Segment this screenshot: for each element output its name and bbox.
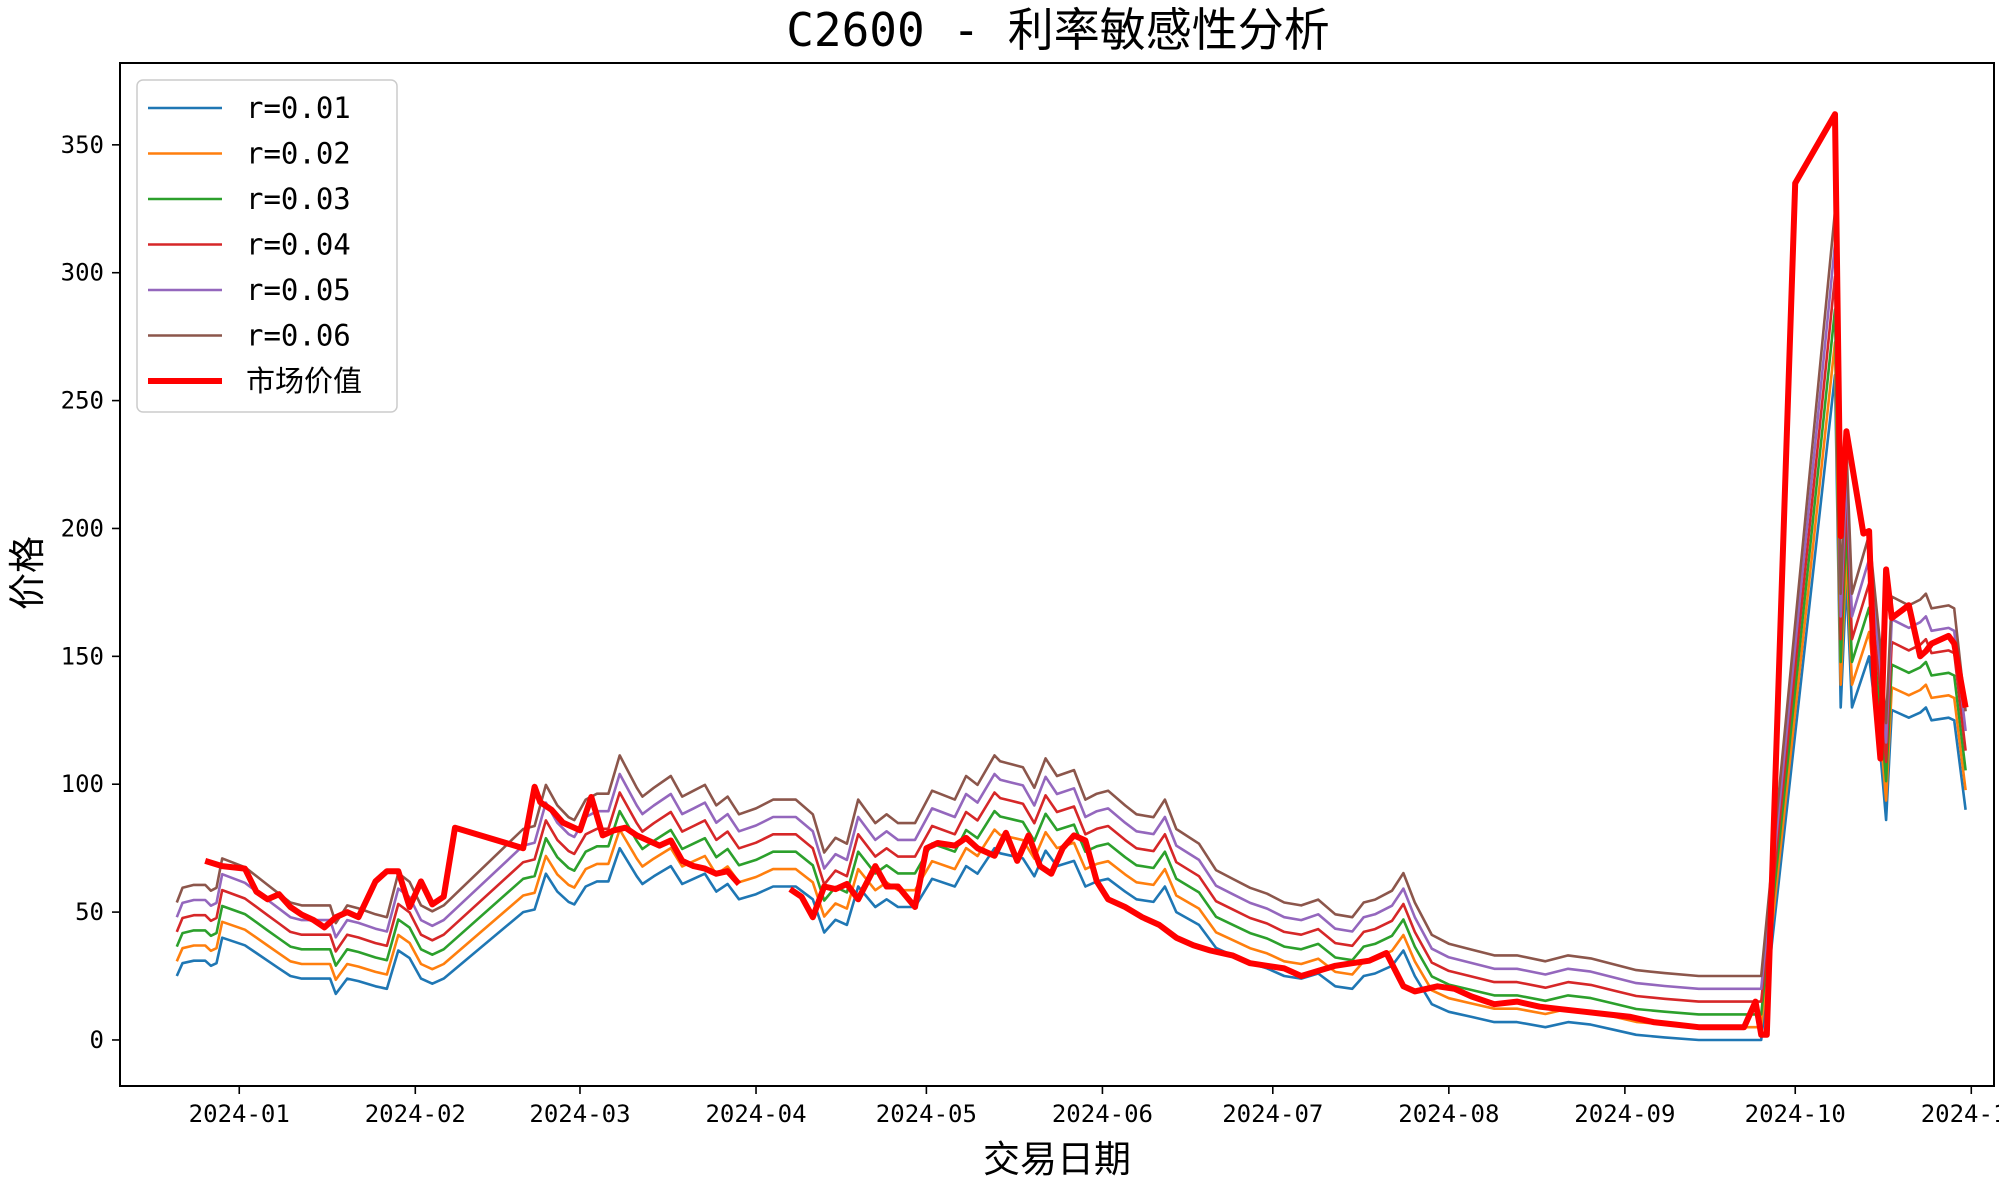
x-tick-label: 2024-11 (1921, 1100, 1999, 1128)
y-tick-label: 50 (75, 898, 104, 926)
x-tick-label: 2024-03 (529, 1100, 630, 1128)
y-axis: 0 50 100 150 200 250 300 350 (61, 131, 120, 1054)
y-tick-label: 100 (61, 770, 104, 798)
y-tick-label: 200 (61, 514, 104, 542)
y-axis-title: 价格 (6, 536, 49, 610)
y-tick-label: 250 (61, 387, 104, 415)
y-tick-label: 150 (61, 642, 104, 670)
y-tick-label: 0 (90, 1026, 104, 1054)
series-line-r=0.05 (175, 242, 1967, 991)
series-line-r=0.01 (175, 373, 1967, 1042)
legend-label: 市场价值 (246, 364, 362, 398)
y-tick-label: 300 (61, 259, 104, 287)
y-tick-label: 350 (61, 131, 104, 159)
chart-title: C2600 - 利率敏感性分析 (786, 3, 1330, 57)
axes-frame (119, 62, 1995, 1087)
x-tick-label: 2024-09 (1574, 1100, 1675, 1128)
x-tick-label: 2024-08 (1398, 1100, 1499, 1128)
x-tick-label: 2024-06 (1052, 1100, 1153, 1128)
x-tick-label: 2024-02 (365, 1100, 466, 1128)
x-axis-title: 交易日期 (983, 1138, 1131, 1181)
legend-label: r=0.01 (246, 91, 351, 125)
plot-area (175, 111, 1969, 1042)
series-line-r=0.02 (175, 340, 1967, 1029)
legend-box (136, 79, 398, 413)
legend: r=0.01 r=0.02 r=0.03 r=0.04 r=0.05 r=0.06 市场价值 (136, 79, 398, 413)
series-line-r=0.03 (175, 308, 1967, 1016)
series-line-r=0.04 (175, 275, 1967, 1003)
x-tick-label: 2024-01 (189, 1100, 290, 1128)
legend-label: r=0.06 (246, 319, 351, 353)
legend-label: r=0.04 (246, 228, 351, 262)
x-tick-label: 2024-10 (1745, 1100, 1846, 1128)
market-value-line-segment-2 (788, 111, 1969, 1038)
legend-label: r=0.02 (246, 137, 351, 171)
x-axis: 2024-01 2024-02 2024-03 2024-04 2024-05 2024-… (189, 1086, 1999, 1128)
legend-label: r=0.03 (246, 182, 351, 216)
x-tick-label: 2024-07 (1222, 1100, 1323, 1128)
x-tick-label: 2024-04 (705, 1100, 806, 1128)
market-value-line-segment-1 (204, 783, 742, 931)
x-tick-label: 2024-05 (876, 1100, 977, 1128)
legend-label: r=0.05 (246, 273, 351, 307)
